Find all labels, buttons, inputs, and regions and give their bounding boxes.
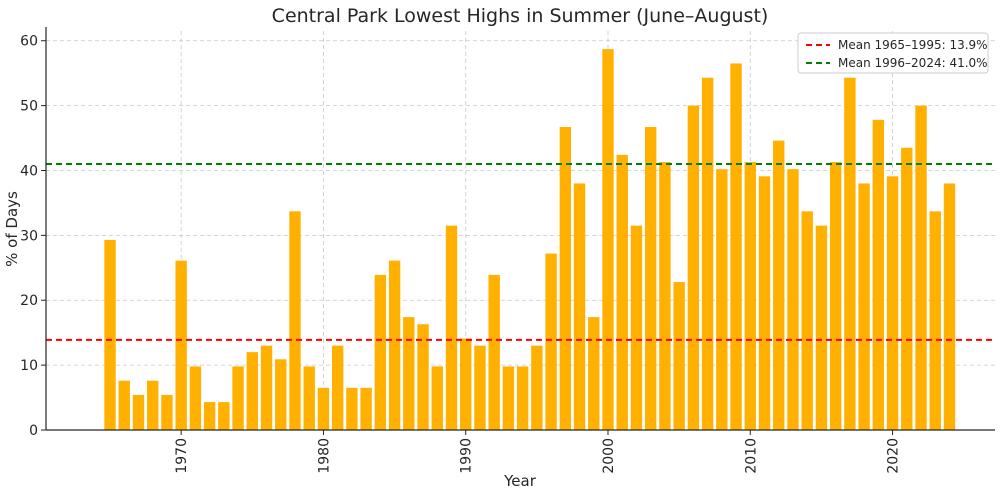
bar-1975 bbox=[246, 352, 258, 430]
bar-1978 bbox=[289, 211, 301, 430]
bar-2021 bbox=[901, 147, 913, 430]
x-tick-label: 2000 bbox=[601, 438, 617, 474]
bar-1980 bbox=[317, 387, 330, 430]
x-axis-label: Year bbox=[503, 472, 537, 490]
bar-1981 bbox=[331, 345, 344, 430]
bar-1969 bbox=[161, 394, 173, 430]
bar-2012 bbox=[773, 140, 785, 430]
bar-1985 bbox=[388, 260, 401, 430]
bar-2010 bbox=[744, 162, 756, 431]
bar-1971 bbox=[189, 366, 202, 430]
bar-2007 bbox=[701, 77, 714, 431]
bar-2024 bbox=[943, 183, 956, 430]
bar-1966 bbox=[118, 380, 130, 430]
bar-2020 bbox=[886, 176, 899, 430]
bars bbox=[104, 49, 956, 431]
bar-1973 bbox=[218, 402, 230, 430]
legend-frame bbox=[797, 32, 989, 74]
bar-2008 bbox=[716, 169, 728, 430]
legend: Mean 1965–1995: 13.9% Mean 1996–2024: 41… bbox=[797, 32, 989, 74]
bar-1986 bbox=[403, 317, 415, 430]
bar-1968 bbox=[147, 380, 159, 430]
legend-label-mean-1965-1995: Mean 1965–1995: 13.9% bbox=[838, 38, 988, 52]
bar-2023 bbox=[929, 211, 941, 430]
legend-label-mean-1996-2024: Mean 1996–2024: 41.0% bbox=[838, 56, 988, 70]
bar-1988 bbox=[431, 366, 443, 430]
bar-2004 bbox=[659, 162, 671, 431]
bar-1990 bbox=[460, 338, 472, 430]
axes bbox=[41, 27, 995, 435]
bar-1983 bbox=[360, 387, 372, 430]
x-tick-label: 1970 bbox=[174, 438, 190, 474]
chart-title: Central Park Lowest Highs in Summer (Jun… bbox=[272, 5, 769, 27]
bar-2000 bbox=[602, 49, 614, 430]
y-axis-label: % of Days bbox=[3, 191, 21, 267]
y-tick-label: 10 bbox=[20, 358, 38, 374]
bar-2011 bbox=[758, 176, 771, 430]
bar-1967 bbox=[132, 394, 145, 430]
y-tick-label: 20 bbox=[20, 293, 38, 309]
bar-1987 bbox=[417, 324, 429, 430]
bar-1977 bbox=[275, 359, 287, 430]
bar-1997 bbox=[559, 127, 572, 431]
y-tick-label: 50 bbox=[20, 99, 38, 115]
x-tick-label: 2010 bbox=[743, 438, 759, 474]
bar-1993 bbox=[502, 366, 515, 430]
bar-2017 bbox=[844, 77, 856, 431]
bar-2018 bbox=[858, 183, 870, 430]
tick-labels: 0 10 20 30 40 50 60 1970 1980 1990 2000 2010 2020 bbox=[20, 34, 901, 474]
bar-1982 bbox=[346, 387, 358, 430]
bar-1984 bbox=[374, 274, 387, 430]
bar-1989 bbox=[445, 225, 458, 430]
bar-2014 bbox=[801, 211, 813, 430]
bar-1974 bbox=[232, 366, 244, 430]
y-tick-label: 60 bbox=[20, 34, 38, 50]
bar-1979 bbox=[303, 366, 315, 430]
bar-2003 bbox=[644, 127, 657, 431]
x-tick-label: 2020 bbox=[886, 438, 902, 474]
bar-2002 bbox=[630, 225, 643, 430]
bar-1991 bbox=[474, 345, 486, 430]
bar-1965 bbox=[104, 239, 116, 430]
bar-1994 bbox=[516, 366, 529, 430]
bar-2019 bbox=[872, 119, 885, 430]
reference-lines bbox=[46, 163, 995, 341]
x-tick-label: 1990 bbox=[459, 438, 475, 474]
bar-2006 bbox=[687, 105, 700, 431]
bar-2022 bbox=[915, 105, 927, 431]
bar-2005 bbox=[673, 282, 685, 430]
bar-1972 bbox=[203, 402, 216, 430]
bar-1976 bbox=[260, 345, 273, 430]
bar-2001 bbox=[616, 154, 628, 431]
y-tick-label: 40 bbox=[20, 163, 38, 179]
bar-1996 bbox=[545, 253, 557, 430]
y-tick-label: 30 bbox=[20, 228, 38, 244]
bar-1970 bbox=[175, 260, 187, 430]
x-tick-label: 1980 bbox=[316, 438, 332, 474]
bar-1992 bbox=[488, 274, 500, 430]
bar-2016 bbox=[829, 162, 842, 431]
y-tick-label: 0 bbox=[29, 423, 38, 439]
bar-1999 bbox=[588, 317, 600, 430]
bar-1995 bbox=[531, 345, 543, 430]
bar-2013 bbox=[787, 169, 799, 430]
bar-2009 bbox=[730, 63, 742, 430]
bar-2015 bbox=[815, 225, 828, 430]
bar-1998 bbox=[573, 183, 586, 430]
